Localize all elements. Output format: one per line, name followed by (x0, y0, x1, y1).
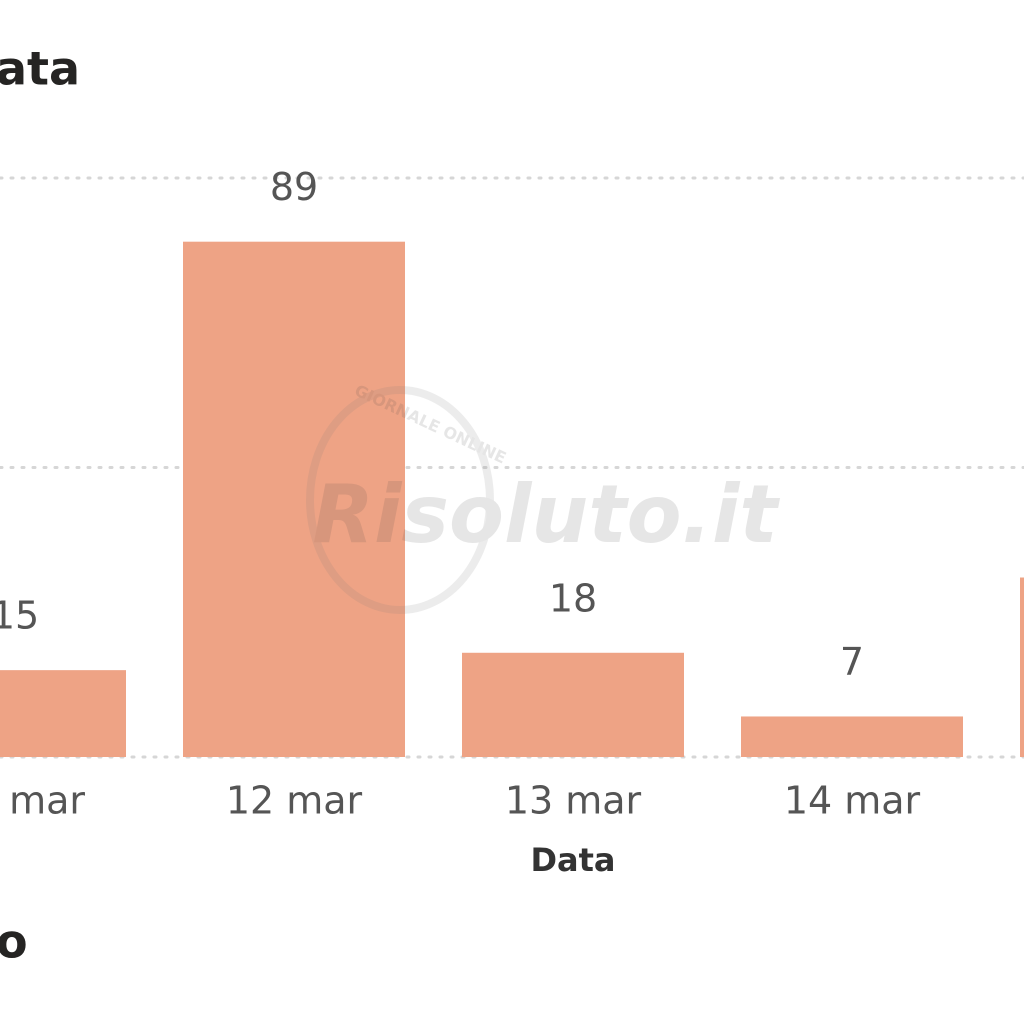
x-tick-label: mar (9, 779, 85, 823)
chart-title: ata (0, 42, 80, 96)
x-tick-label: 14 mar (784, 779, 921, 823)
bar (741, 716, 963, 757)
data-label: 18 (549, 576, 597, 620)
watermark-brand: Risoluto.it (312, 468, 780, 561)
footer-heading: o (0, 915, 28, 969)
x-tick-label: 13 mar (505, 779, 642, 823)
data-label: 7 (840, 640, 864, 684)
data-label: 89 (270, 165, 318, 209)
bar (0, 670, 126, 757)
data-label: 15 (0, 594, 39, 638)
x-axis-title: Data (530, 841, 615, 879)
bar (462, 652, 684, 757)
watermark-logo (306, 386, 494, 614)
bar (183, 241, 405, 757)
x-tick-label: 12 mar (226, 779, 363, 823)
bar (1020, 577, 1024, 757)
